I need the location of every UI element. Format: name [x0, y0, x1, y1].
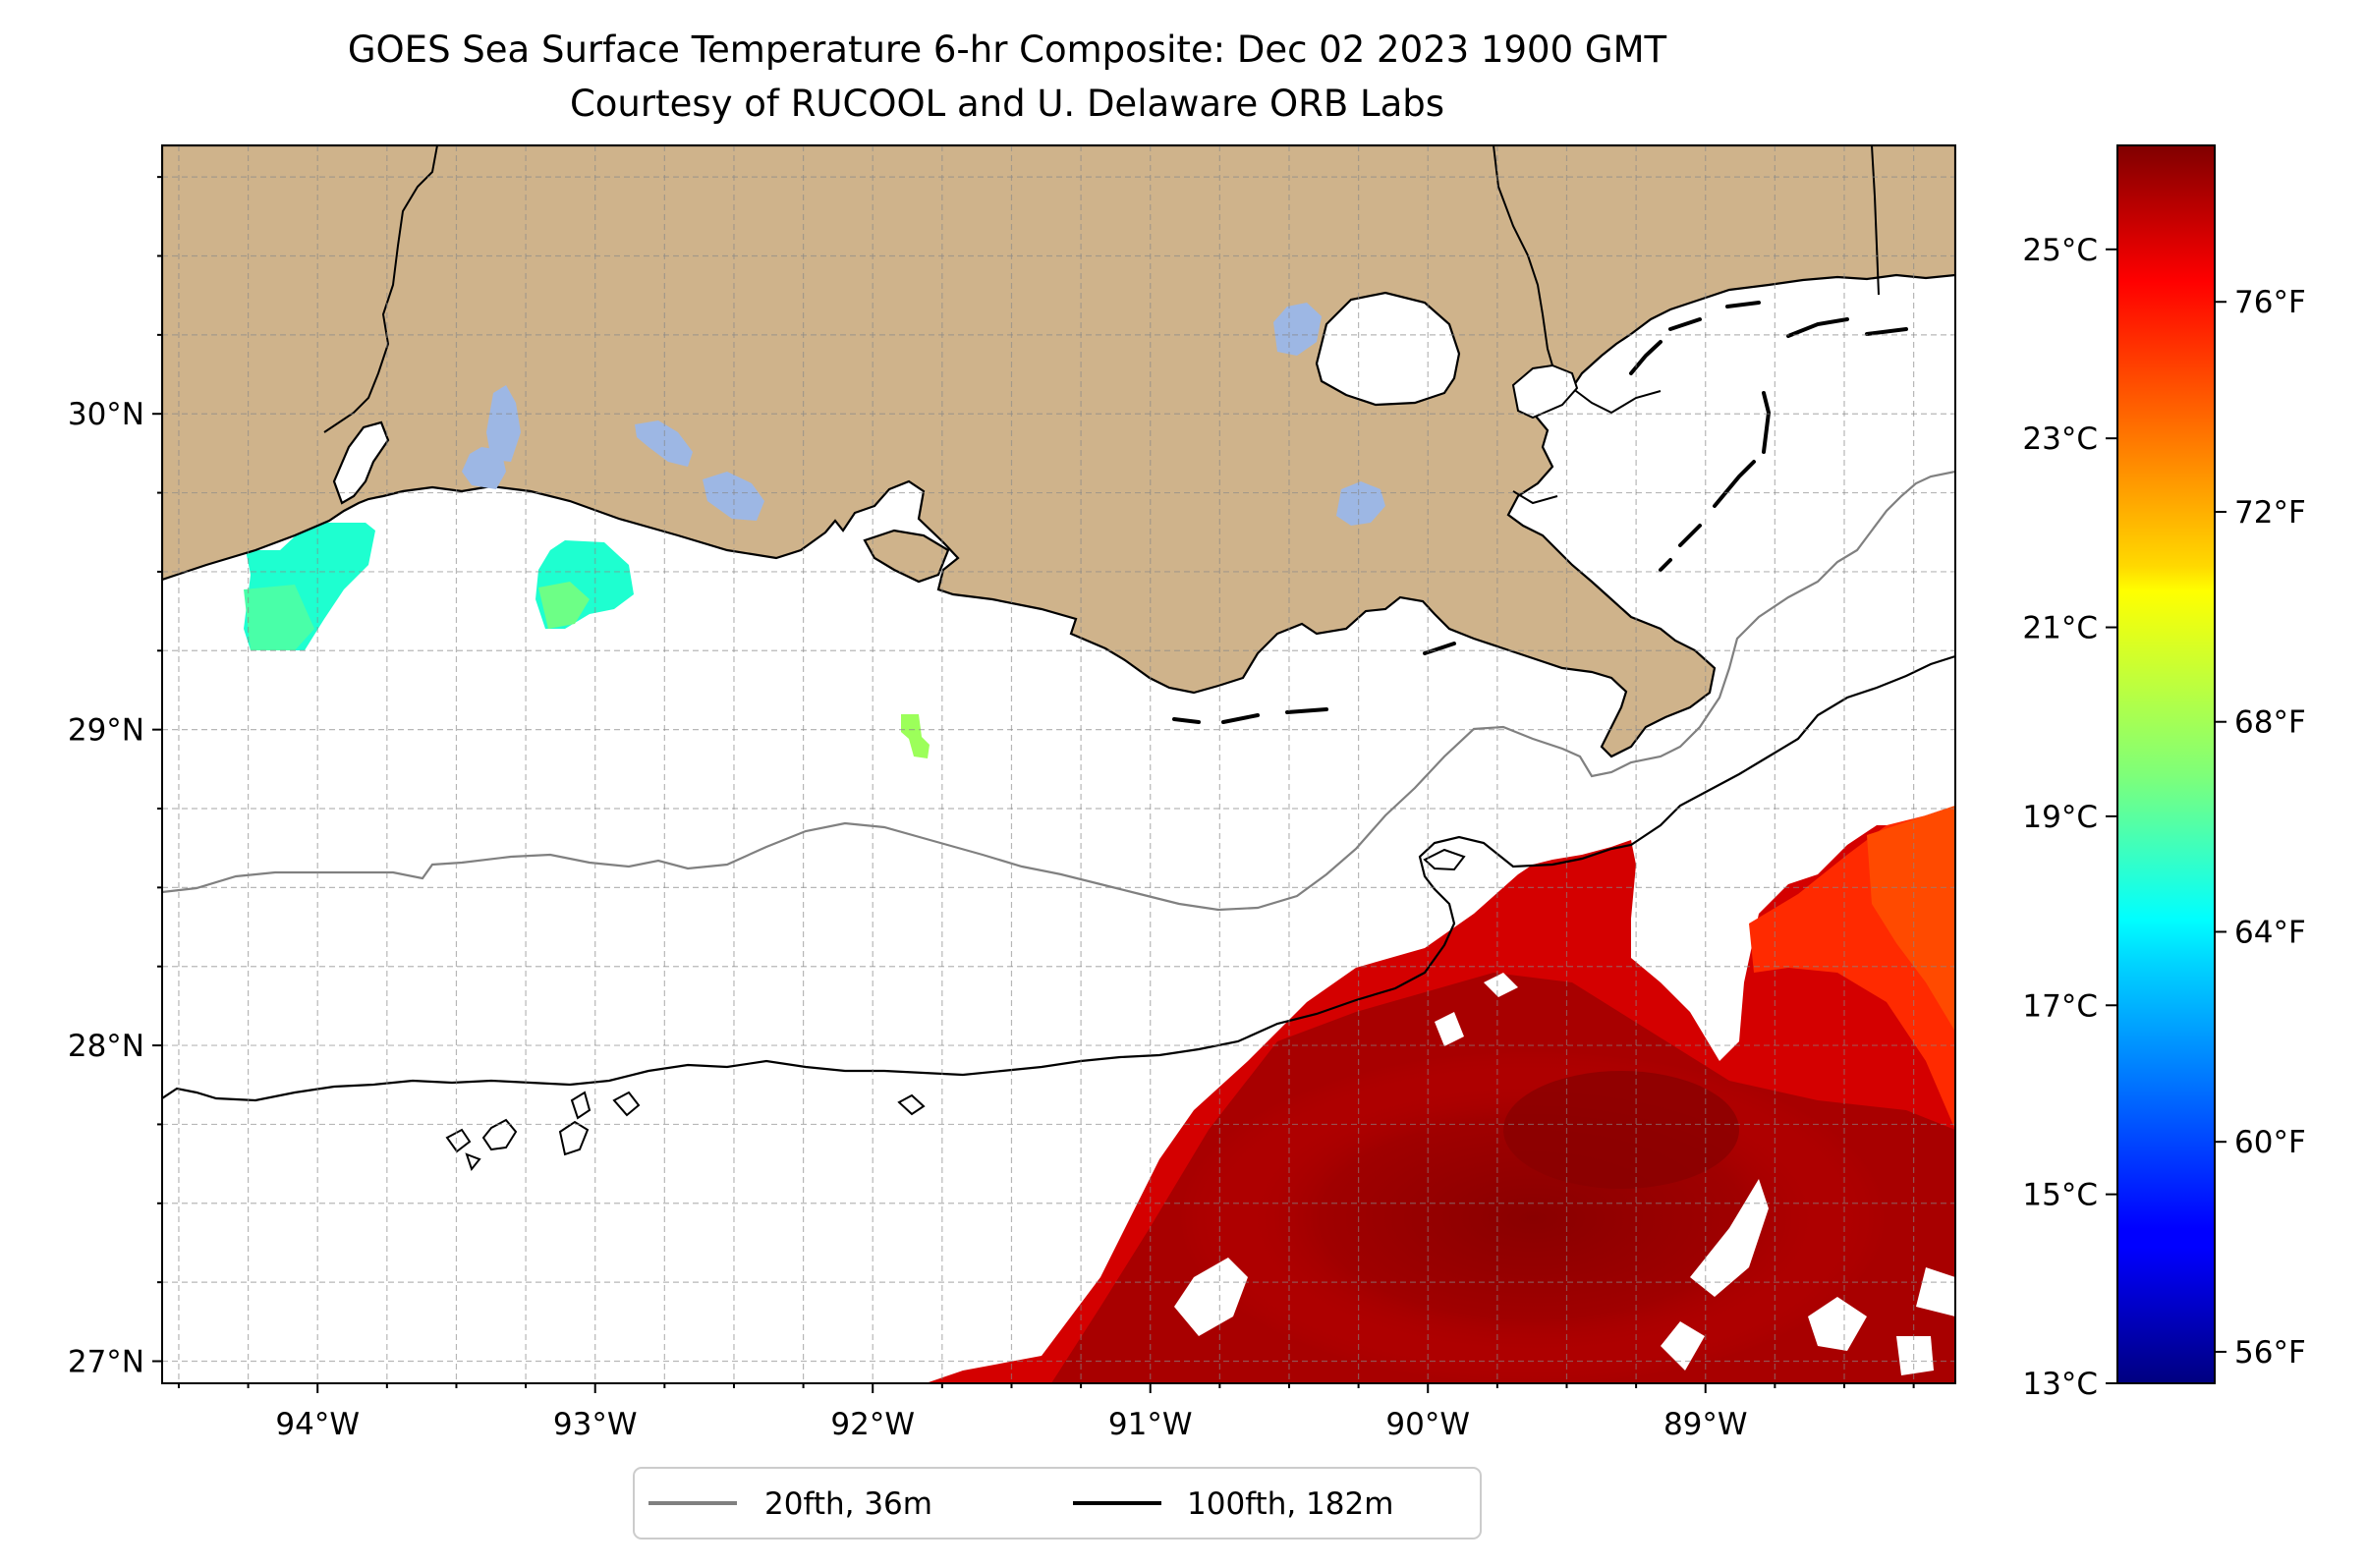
map-frame	[161, 144, 1956, 1384]
celsius-tick-label: 23°C	[2022, 421, 2098, 457]
lon-tick-label: 93°W	[553, 1407, 638, 1442]
map-area	[162, 145, 1955, 1383]
fahrenheit-tick-label: 60°F	[2234, 1125, 2306, 1160]
legend-label-100fth: 100fth, 182m	[1187, 1486, 1393, 1522]
lon-tick-label: 94°W	[275, 1407, 360, 1442]
celsius-tick-label: 13°C	[2022, 1367, 2098, 1402]
lon-tick-label: 89°W	[1663, 1407, 1748, 1442]
legend-label-20fth: 20fth, 36m	[764, 1486, 932, 1522]
fahrenheit-tick-label: 76°F	[2234, 285, 2306, 320]
lon-tick-label: 92°W	[830, 1407, 915, 1442]
fahrenheit-tick-label: 64°F	[2234, 915, 2306, 950]
map-subtitle: Courtesy of RUCOOL and U. Delaware ORB L…	[569, 83, 1445, 125]
fahrenheit-tick-label: 68°F	[2234, 705, 2306, 741]
colorbar-ticks: 13°C 15°C 17°C 19°C 21°C 23°C 25°C 56°F 60°F 64°F…	[2022, 233, 2305, 1402]
celsius-tick-label: 15°C	[2022, 1178, 2098, 1213]
colorbar: 13°C 15°C 17°C 19°C 21°C 23°C 25°C 56°F 60°F 64°F…	[2022, 144, 2306, 1402]
legend-frame	[633, 1467, 1482, 1540]
contour-legend: 20fth, 36m 100fth, 182m	[633, 1467, 1482, 1540]
celsius-tick-label: 25°C	[2022, 233, 2098, 268]
sst-cool-patches	[244, 523, 930, 758]
sst-warm-region	[926, 806, 1955, 1383]
fahrenheit-tick-label: 72°F	[2234, 495, 2306, 531]
shelf-features	[445, 848, 1466, 1172]
celsius-tick-label: 19°C	[2022, 800, 2098, 835]
lon-tick-label: 90°W	[1385, 1407, 1470, 1442]
contour-20fth	[162, 470, 1955, 912]
lat-tick-label: 29°N	[68, 713, 144, 749]
lat-tick-label: 27°N	[68, 1345, 144, 1380]
land-louisiana	[162, 145, 1955, 758]
gridlines	[162, 145, 1955, 1383]
celsius-tick-label: 21°C	[2022, 611, 2098, 646]
map-axes: 94°W 93°W 92°W 91°W 90°W 89°W 27°N 28°N 29°N 30°N	[68, 176, 1915, 1442]
lat-tick-label: 28°N	[68, 1029, 144, 1064]
barrier-islands	[1172, 301, 1908, 724]
map-title: GOES Sea Surface Temperature 6-hr Compos…	[347, 28, 1667, 71]
lat-tick-label: 30°N	[68, 397, 144, 432]
celsius-tick-label: 17°C	[2022, 988, 2098, 1024]
colorbar-gradient	[2116, 144, 2216, 1384]
fahrenheit-tick-label: 56°F	[2234, 1335, 2306, 1371]
lon-tick-label: 91°W	[1108, 1407, 1193, 1442]
